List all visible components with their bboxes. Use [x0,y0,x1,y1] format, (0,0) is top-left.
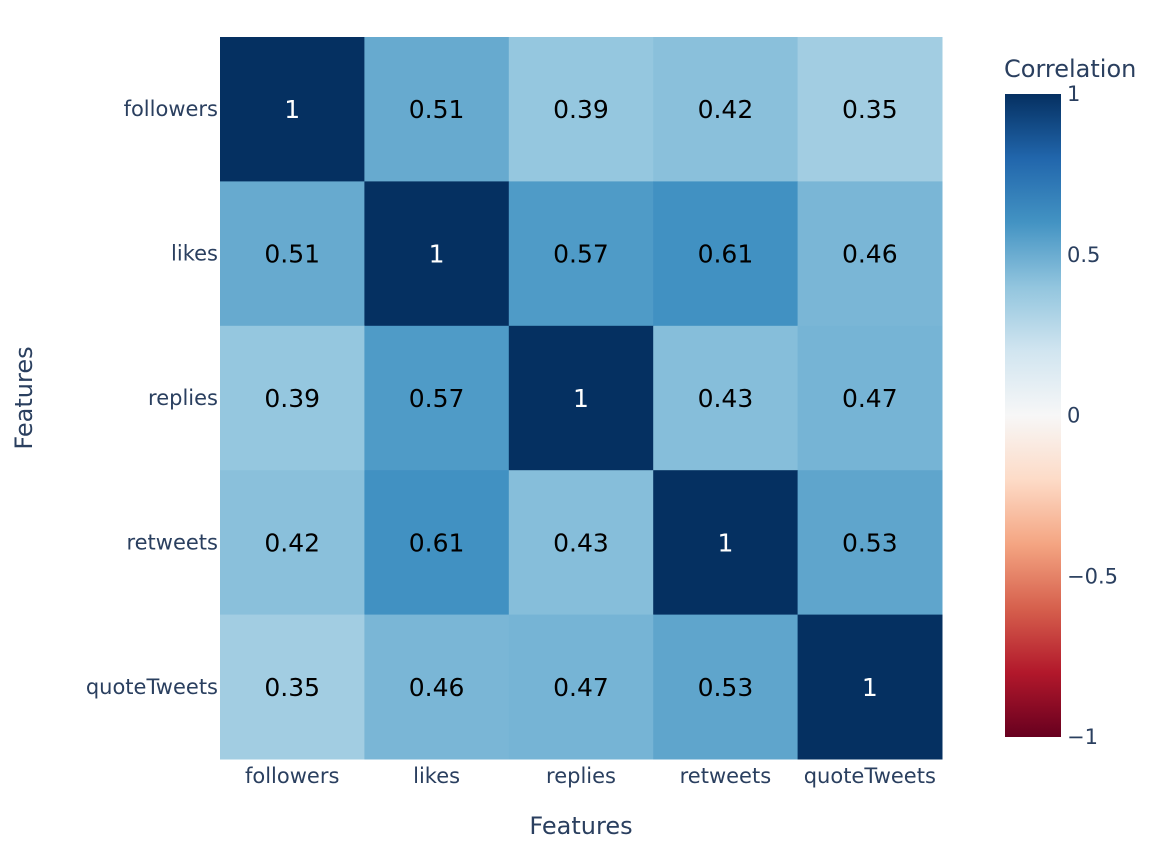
colorbar-title: Correlation [1004,55,1136,83]
y-tick-label: retweets [126,530,218,554]
heatmap-cell-label: 0.43 [698,384,754,413]
heatmap-cell-label: 1 [717,528,733,557]
heatmap-cell [220,614,365,760]
colorbar-tick-label: 1 [1067,82,1080,106]
heatmap-cell-label: 0.61 [409,528,465,557]
heatmap-cell [508,325,654,471]
heatmap-cell [797,614,943,760]
heatmap-cell [220,37,365,182]
x-tick-label: replies [546,764,616,788]
heatmap-cell [364,614,510,760]
x-tick-label: followers [245,764,339,788]
heatmap-cell-label: 1 [429,240,445,269]
heatmap-cell [797,325,943,471]
x-tick-label: likes [413,764,460,788]
heatmap-cell [364,470,510,616]
heatmap-cell-label: 0.47 [842,384,898,413]
x-tick-label: retweets [680,764,772,788]
heatmap-cell [220,325,365,471]
heatmap-cell [653,325,799,471]
heatmap-cell-label: 0.47 [553,673,609,702]
y-tick-label: likes [171,242,218,266]
heatmap-cell [220,470,365,616]
heatmap-cell-label: 0.39 [553,95,609,124]
colorbar-tick-label: −1 [1067,725,1098,749]
heatmap-cell-label: 0.42 [698,95,754,124]
heatmap-cell-label: 1 [862,673,878,702]
heatmap-cell-label: 0.35 [264,673,320,702]
heatmap-cell [364,325,510,471]
x-axis-title: Features [529,812,632,840]
heatmap-cell-label: 0.61 [698,240,754,269]
heatmap-cell [364,181,510,327]
heatmap-cells [220,37,943,760]
heatmap-cell [653,37,799,182]
colorbar: Correlation 1 0.5 0 −0.5 −1 [1004,55,1136,749]
heatmap-cell [653,470,799,616]
heatmap-cell-label: 1 [284,95,300,124]
heatmap-cell [797,37,943,182]
heatmap-cell-label: 0.53 [842,528,898,557]
heatmap-cell [364,37,510,182]
x-tick-label: quoteTweets [804,764,936,788]
heatmap-cell-label: 0.51 [409,95,465,124]
heatmap-cell-label: 0.57 [409,384,465,413]
y-tick-label: replies [148,386,218,410]
x-axis-ticks: followers likes replies retweets quoteTweets [245,764,936,788]
colorbar-tick-label: 0 [1067,404,1080,428]
heatmap-cell [653,181,799,327]
y-axis-title: Features [10,346,38,449]
heatmap-cell-label: 0.35 [842,95,898,124]
heatmap-cell-label: 1 [573,384,589,413]
heatmap-cell [508,614,654,760]
heatmap-cell [797,181,943,327]
heatmap-cell-label: 0.53 [698,673,754,702]
heatmap-cell-label: 0.39 [264,384,320,413]
colorbar-gradient [1005,94,1061,737]
heatmap-cell [508,181,654,327]
heatmap-cell [220,181,365,327]
heatmap-cell-label: 0.42 [264,528,320,557]
y-tick-label: followers [124,97,218,121]
heatmap-cell [508,470,654,616]
y-axis-ticks: followers likes replies retweets quoteTweets [86,97,218,699]
heatmap-cell [653,614,799,760]
heatmap-cell [508,37,654,182]
colorbar-ticks: 1 0.5 0 −0.5 −1 [1067,82,1118,749]
colorbar-tick-label: 0.5 [1067,243,1100,267]
heatmap-cell [797,470,943,616]
heatmap-cell-label: 0.51 [264,240,320,269]
heatmap-cell-labels: 1 0.51 0.39 0.42 0.35 0.51 1 0.57 0.61 0.46 0.39 0.… [264,95,897,702]
heatmap-cell-label: 0.43 [553,528,609,557]
heatmap-cell-label: 0.46 [842,240,898,269]
colorbar-tick-label: −0.5 [1067,564,1118,588]
heatmap-cell-label: 0.46 [409,673,465,702]
y-tick-label: quoteTweets [86,675,218,699]
heatmap-cell-label: 0.57 [553,240,609,269]
